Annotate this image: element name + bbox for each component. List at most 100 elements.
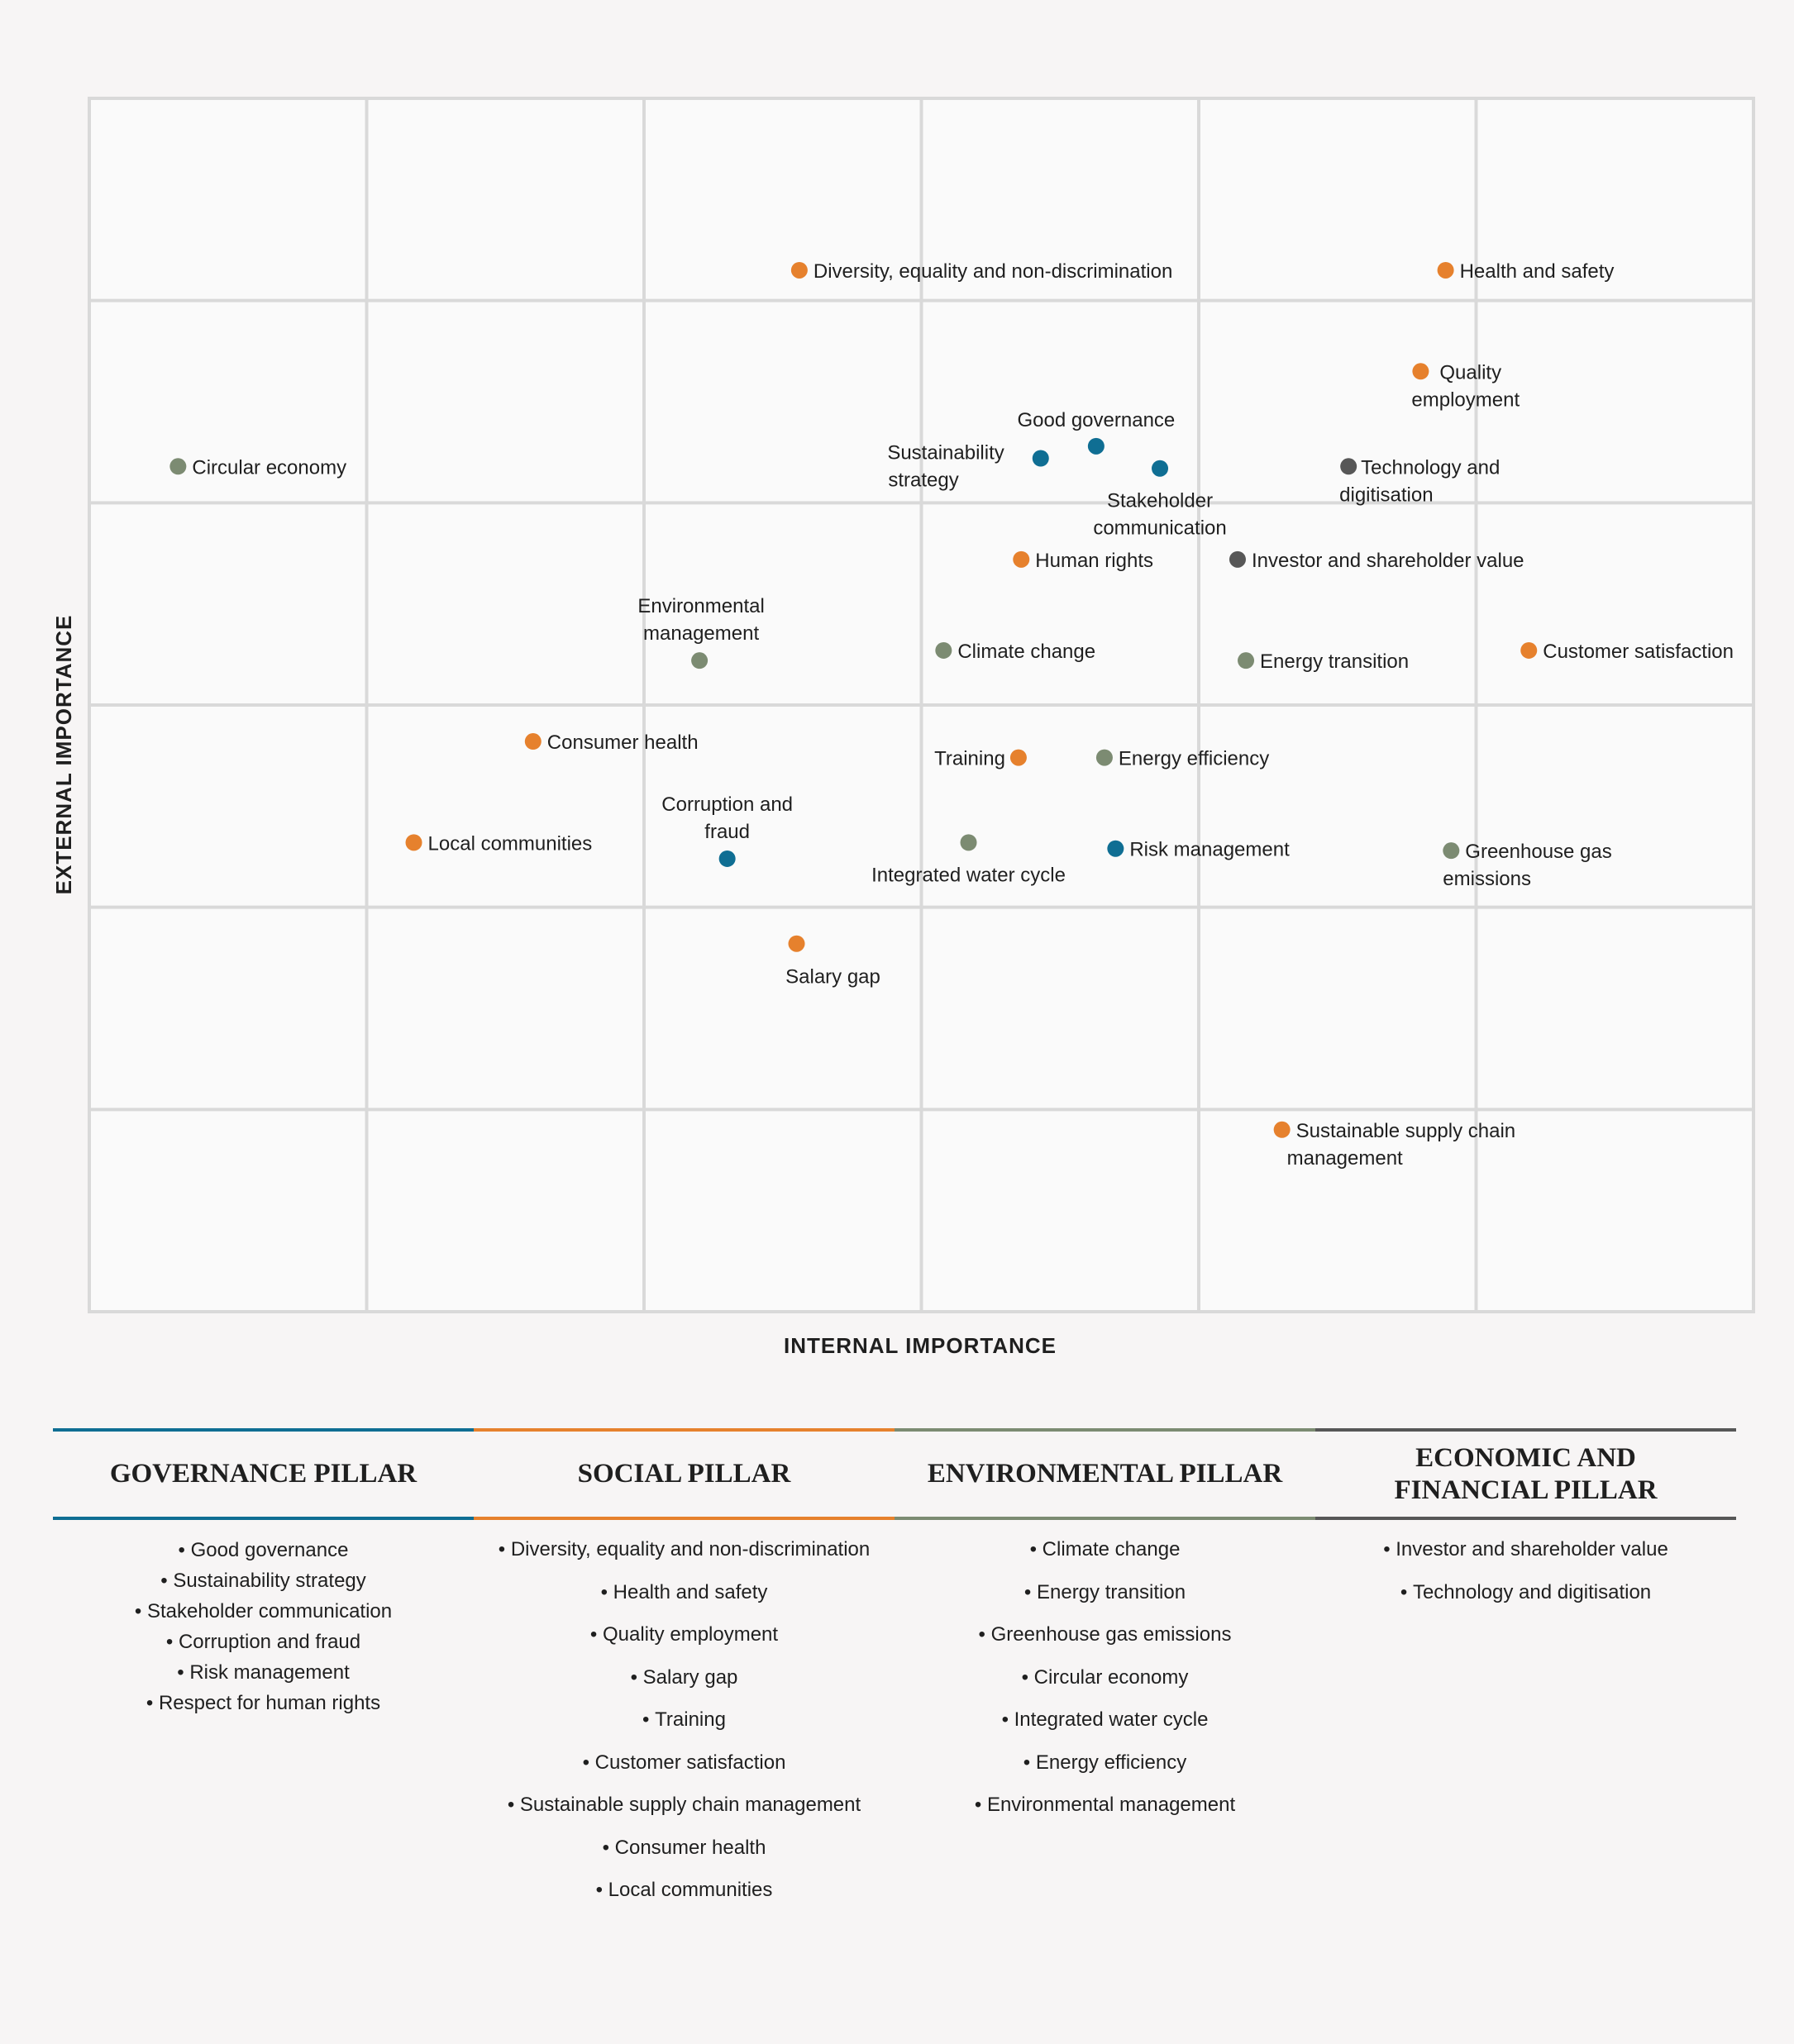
point-sustainability-strategy: Sustainability strategy bbox=[887, 442, 1049, 492]
point-label: Greenhouse gas emissions bbox=[1443, 841, 1611, 890]
list-item: Respect for human rights bbox=[53, 1688, 474, 1718]
point-label: Human rights bbox=[1035, 550, 1153, 572]
list-item: Diversity, equality and non-discriminati… bbox=[474, 1528, 895, 1571]
point-label: Customer satisfaction bbox=[1543, 641, 1734, 663]
point-marker bbox=[1087, 437, 1105, 455]
list-item: Energy transition bbox=[895, 1571, 1315, 1614]
point-label: Circular economy bbox=[192, 456, 346, 479]
point-customer-satisfaction: Customer satisfaction bbox=[1520, 641, 1734, 663]
point-health-and-safety: Health and safety bbox=[1437, 260, 1615, 283]
point-marker bbox=[1032, 450, 1049, 467]
point-good-governance: Good governance bbox=[1017, 409, 1175, 455]
pillar-bottom-rule bbox=[1315, 1517, 1736, 1520]
list-item: Quality employment bbox=[474, 1613, 895, 1656]
list-item: Corruption and fraud bbox=[53, 1627, 474, 1657]
point-marker bbox=[1009, 749, 1027, 766]
point-sustainable-supply-chain-management: Sustainable supply chain management bbox=[1273, 1120, 1516, 1170]
point-consumer-health: Consumer health bbox=[524, 731, 699, 754]
point-salary-gap: Salary gap bbox=[785, 935, 880, 989]
point-marker bbox=[1229, 550, 1246, 568]
list-item: Salary gap bbox=[474, 1656, 895, 1699]
pillar-top-rule bbox=[895, 1428, 1315, 1432]
point-training: Training bbox=[934, 748, 1027, 770]
point-marker bbox=[1238, 652, 1255, 669]
point-marker bbox=[405, 834, 422, 851]
point-marker bbox=[691, 652, 709, 669]
list-item: Local communities bbox=[474, 1869, 895, 1912]
point-label: Corruption and fraud bbox=[661, 793, 793, 843]
point-marker bbox=[524, 733, 542, 750]
list-item: Technology and digitisation bbox=[1315, 1571, 1736, 1614]
point-quality-employment: Quality employment bbox=[1411, 361, 1520, 411]
point-label: Salary gap bbox=[785, 966, 880, 989]
point-greenhouse-gas-emissions: Greenhouse gas emissions bbox=[1443, 841, 1612, 890]
point-diversity-equality-and-non-discrimination: Diversity, equality and non-discriminati… bbox=[790, 260, 1172, 283]
pillar-title: GOVERNANCE PILLAR bbox=[109, 1459, 417, 1489]
list-item: Training bbox=[474, 1699, 895, 1741]
point-corruption-and-fraud: Corruption and fraud bbox=[661, 793, 793, 867]
point-energy-efficiency: Energy efficiency bbox=[1095, 748, 1269, 770]
point-label: Risk management bbox=[1129, 839, 1290, 861]
point-label: Investor and shareholder value bbox=[1252, 550, 1524, 572]
point-label: Training bbox=[934, 748, 1005, 770]
point-marker bbox=[1095, 749, 1113, 766]
pillar-governance: GOVERNANCE PILLAR Good governance Sustai… bbox=[53, 1428, 474, 1912]
pillar-title: SOCIAL PILLAR bbox=[577, 1459, 791, 1489]
list-item: Environmental management bbox=[895, 1784, 1315, 1827]
point-label: Integrated water cycle bbox=[871, 864, 1066, 886]
point-environmental-management: Environmental management bbox=[637, 595, 765, 669]
list-item: Good governance bbox=[53, 1535, 474, 1565]
point-label: Sustainable supply chain management bbox=[1287, 1120, 1516, 1170]
point-circular-economy: Circular economy bbox=[169, 456, 346, 479]
pillar-legend: GOVERNANCE PILLAR Good governance Sustai… bbox=[53, 1428, 1736, 1912]
point-integrated-water-cycle: Integrated water cycle bbox=[871, 834, 1066, 886]
pillar-items: Good governance Sustainability strategy … bbox=[53, 1520, 474, 1718]
list-item: Stakeholder communication bbox=[53, 1596, 474, 1627]
pillar-economic: ECONOMIC AND FINANCIAL PILLAR Investor a… bbox=[1315, 1428, 1736, 1912]
point-marker bbox=[935, 641, 952, 659]
pillar-items: Diversity, equality and non-discriminati… bbox=[474, 1520, 895, 1912]
list-item: Integrated water cycle bbox=[895, 1699, 1315, 1741]
list-item: Circular economy bbox=[895, 1656, 1315, 1699]
list-item: Health and safety bbox=[474, 1571, 895, 1614]
pillar-top-rule bbox=[53, 1428, 474, 1432]
point-marker bbox=[1107, 840, 1124, 857]
point-label: Stakeholder communication bbox=[1093, 490, 1226, 540]
pillar-items: Climate change Energy transition Greenho… bbox=[895, 1520, 1315, 1827]
pillar-title: ENVIRONMENTAL PILLAR bbox=[927, 1459, 1283, 1489]
point-marker bbox=[169, 458, 187, 475]
list-item: Energy efficiency bbox=[895, 1741, 1315, 1784]
point-marker bbox=[1013, 550, 1030, 568]
list-item: Investor and shareholder value bbox=[1315, 1528, 1736, 1571]
point-label: Technology and digitisation bbox=[1339, 456, 1500, 506]
list-item: Sustainability strategy bbox=[53, 1565, 474, 1596]
point-label: Diversity, equality and non-discriminati… bbox=[814, 260, 1172, 283]
point-marker bbox=[1443, 842, 1460, 860]
pillar-environmental: ENVIRONMENTAL PILLAR Climate change Ener… bbox=[895, 1428, 1315, 1912]
point-marker bbox=[788, 935, 805, 952]
pillar-title: ECONOMIC AND FINANCIAL PILLAR bbox=[1394, 1442, 1658, 1505]
point-label: Good governance bbox=[1017, 409, 1175, 431]
pillar-bottom-rule bbox=[474, 1517, 895, 1520]
point-label: Health and safety bbox=[1460, 260, 1615, 283]
point-label: Energy transition bbox=[1260, 650, 1409, 673]
pillar-items: Investor and shareholder value Technolog… bbox=[1315, 1520, 1736, 1613]
point-label: Climate change bbox=[957, 641, 1095, 663]
point-label: Local communities bbox=[428, 832, 593, 855]
data-points: Diversity, equality and non-discriminati… bbox=[169, 260, 1734, 1170]
pillar-social: SOCIAL PILLAR Diversity, equality and no… bbox=[474, 1428, 895, 1912]
point-label: Energy efficiency bbox=[1119, 748, 1269, 770]
point-technology-and-digitisation: Technology and digitisation bbox=[1339, 456, 1500, 506]
point-marker bbox=[1520, 641, 1538, 659]
point-marker bbox=[790, 261, 808, 279]
point-label: Environmental management bbox=[637, 595, 764, 645]
point-marker bbox=[1152, 460, 1169, 477]
pillar-top-rule bbox=[474, 1428, 895, 1432]
materiality-matrix: Diversity, equality and non-discriminati… bbox=[51, 97, 1755, 1358]
point-climate-change: Climate change bbox=[935, 641, 1095, 663]
list-item: Climate change bbox=[895, 1528, 1315, 1571]
point-local-communities: Local communities bbox=[405, 832, 593, 855]
point-stakeholder-communication: Stakeholder communication bbox=[1093, 460, 1227, 540]
point-energy-transition: Energy transition bbox=[1238, 650, 1409, 673]
y-axis-title: EXTERNAL IMPORTANCE bbox=[51, 615, 76, 895]
